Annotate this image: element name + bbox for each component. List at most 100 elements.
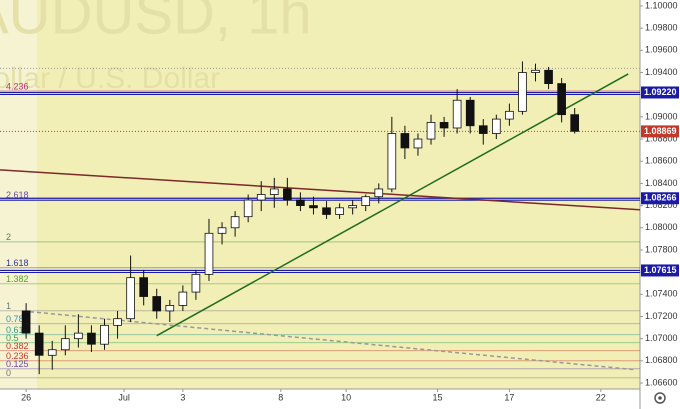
candle-body (230, 216, 240, 229)
candle-body (191, 273, 201, 293)
candle-body (361, 196, 371, 206)
fib-label: 2.618 (6, 190, 29, 200)
candle-body (113, 318, 122, 326)
settings-icon[interactable] (654, 392, 666, 404)
gear[interactable] (654, 392, 666, 404)
fib-label: 0.618 (6, 325, 29, 335)
candle-body (374, 188, 384, 198)
fib-label: 0 (6, 368, 11, 378)
candle-body (217, 227, 227, 234)
y-tick-label: 1.08800 (645, 133, 678, 143)
time-axis (0, 389, 640, 409)
candle-body (400, 133, 410, 149)
trendline (0, 169, 641, 211)
fib-label: 2 (6, 232, 11, 242)
fib-label: 0.382 (6, 341, 29, 351)
y-tick-label: 1.09000 (645, 111, 678, 121)
gear-hub[interactable] (658, 396, 662, 400)
left-shade (0, 0, 37, 389)
y-tick-label: 1.08600 (645, 156, 678, 166)
candle-body (126, 277, 135, 320)
candle-body (243, 199, 253, 218)
price-label-box (641, 192, 679, 205)
candle-body (178, 291, 188, 306)
y-tick-label: 1.07800 (645, 244, 678, 254)
y-tick-label: 1.09400 (645, 67, 678, 77)
candle-body (60, 338, 70, 351)
price-label: 1.09220 (644, 87, 677, 97)
candle-body (557, 83, 566, 116)
candle-body (518, 72, 527, 112)
candle-body (322, 207, 331, 215)
price-label-box (641, 86, 679, 99)
y-tick-label: 1.08000 (645, 222, 678, 232)
candle-body (531, 69, 540, 73)
price-axis (640, 0, 680, 409)
candle-body (204, 232, 214, 275)
fib-label: 0.125 (6, 359, 29, 369)
candle-body (478, 125, 488, 134)
x-tick-label: 26 (21, 392, 31, 402)
candle-body (34, 332, 44, 356)
candle-body (296, 199, 305, 206)
x-tick-label: Jul (118, 392, 130, 402)
candle-body (283, 188, 292, 201)
fib-label: 1.618 (6, 258, 29, 268)
candle-body (570, 114, 580, 132)
watermark: AUDUSD, 1h (0, 0, 312, 46)
candle-body (387, 133, 397, 190)
x-tick-label: 17 (504, 392, 514, 402)
fib-label: 0.5 (6, 333, 19, 343)
trendline (156, 73, 629, 337)
x-tick-label: 10 (341, 392, 351, 402)
candle-body (426, 122, 436, 140)
price-label: 1.07615 (644, 265, 677, 275)
price-label-box (641, 125, 679, 138)
fib-label: 1.382 (6, 274, 29, 284)
y-tick-label: 1.07000 (645, 333, 678, 343)
watermark: Australian Dollar / U.S. Dollar (0, 62, 220, 95)
candle-body (139, 277, 148, 297)
candle-body (100, 324, 109, 345)
y-tick-label: 1.09600 (645, 45, 678, 55)
x-tick-label: 8 (278, 392, 283, 402)
candle-body (465, 99, 475, 127)
x-tick-label: 15 (433, 392, 443, 402)
candle-body (87, 332, 96, 345)
y-tick-label: 1.09800 (645, 23, 678, 33)
candle-body (74, 332, 83, 340)
candle-body (152, 296, 162, 312)
y-tick-label: 1.06800 (645, 355, 678, 365)
y-tick-label: 1.10000 (645, 0, 678, 10)
y-tick-label: 1.07400 (645, 289, 678, 299)
candle-body (544, 69, 553, 85)
y-tick-label: 1.06600 (645, 377, 678, 387)
candle-body (452, 99, 462, 129)
x-tick-label: 22 (596, 392, 606, 402)
candle-body (348, 205, 357, 209)
candle-body (335, 207, 344, 215)
fib-label: 4.236 (6, 81, 29, 91)
y-tick-label: 1.08400 (645, 178, 678, 188)
fib-label: 1 (6, 301, 11, 311)
y-tick-label: 1.08200 (645, 200, 678, 210)
y-tick-label: 1.07200 (645, 311, 678, 321)
candle-body (269, 188, 279, 195)
price-label: 1.08266 (644, 193, 677, 203)
plot-background (0, 0, 640, 389)
price-label: 1.08869 (644, 126, 677, 136)
candle-body (256, 194, 266, 201)
x-tick-label: 3 (180, 392, 185, 402)
candle-body (21, 310, 31, 334)
candle-body (439, 122, 449, 129)
candle-body (492, 118, 501, 134)
candle-body (309, 205, 318, 209)
candle-body (413, 138, 423, 149)
candle-body (47, 349, 57, 356)
candle-body (505, 110, 514, 120)
price-label-box (641, 264, 679, 277)
fib-label: 0.236 (6, 351, 29, 361)
fib-label: 0.786 (6, 314, 29, 324)
candle-body (165, 304, 175, 312)
